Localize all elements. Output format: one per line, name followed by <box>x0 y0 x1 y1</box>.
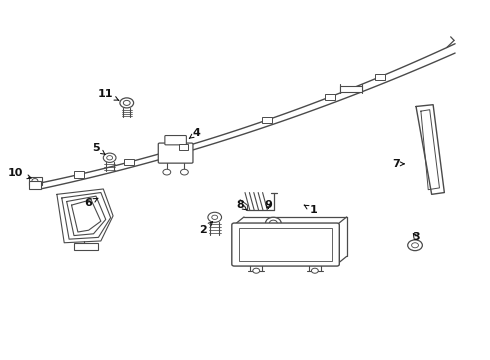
Circle shape <box>265 118 270 122</box>
Text: 6: 6 <box>85 198 98 208</box>
Bar <box>74 243 98 250</box>
Circle shape <box>180 169 188 175</box>
Bar <box>375 73 385 80</box>
Circle shape <box>31 183 37 187</box>
Circle shape <box>312 268 318 273</box>
FancyBboxPatch shape <box>232 223 339 266</box>
Circle shape <box>32 179 38 183</box>
Text: 7: 7 <box>392 159 404 169</box>
Circle shape <box>212 215 218 220</box>
Circle shape <box>270 220 277 226</box>
Circle shape <box>163 169 171 175</box>
Text: 4: 4 <box>189 129 200 138</box>
Circle shape <box>76 173 81 176</box>
Text: 8: 8 <box>236 200 247 210</box>
Circle shape <box>253 268 260 273</box>
Bar <box>325 94 335 100</box>
Circle shape <box>107 156 113 160</box>
Circle shape <box>266 217 281 229</box>
Bar <box>74 171 84 178</box>
Circle shape <box>327 95 332 99</box>
Circle shape <box>208 212 221 222</box>
Circle shape <box>412 243 418 248</box>
Bar <box>28 181 41 189</box>
Text: 10: 10 <box>8 168 31 179</box>
Bar <box>340 86 362 92</box>
Text: 2: 2 <box>199 222 213 235</box>
Bar <box>124 159 134 165</box>
Bar <box>179 144 189 150</box>
FancyBboxPatch shape <box>165 135 186 145</box>
Text: 11: 11 <box>98 89 119 100</box>
Circle shape <box>127 160 132 164</box>
Bar <box>239 228 332 261</box>
Circle shape <box>103 153 116 162</box>
Text: 9: 9 <box>264 200 272 210</box>
Circle shape <box>377 75 382 78</box>
Text: 1: 1 <box>304 205 318 216</box>
Circle shape <box>87 244 93 248</box>
Circle shape <box>123 100 130 105</box>
Circle shape <box>120 98 134 108</box>
Circle shape <box>408 240 422 251</box>
FancyBboxPatch shape <box>158 143 193 163</box>
Bar <box>262 117 272 123</box>
Text: 3: 3 <box>412 232 420 242</box>
Circle shape <box>77 244 83 248</box>
Circle shape <box>181 145 186 149</box>
Bar <box>28 177 42 185</box>
Text: 5: 5 <box>92 143 105 154</box>
